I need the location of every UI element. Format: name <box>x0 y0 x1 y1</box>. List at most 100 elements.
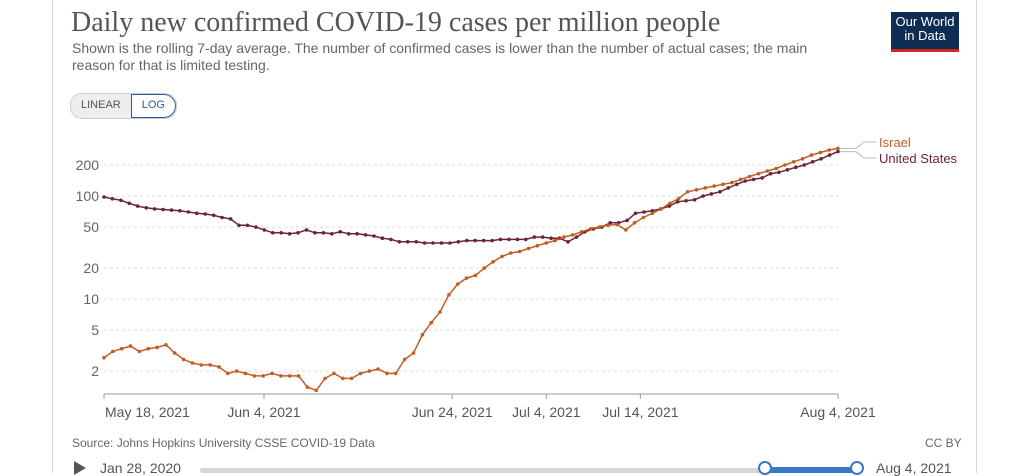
data-point <box>110 197 115 201</box>
data-point <box>252 374 257 378</box>
legend-label-israel: Israel <box>879 135 911 150</box>
data-point <box>756 171 761 176</box>
data-point <box>380 236 385 240</box>
data-point <box>473 238 478 243</box>
data-point <box>172 351 177 355</box>
data-point <box>709 192 714 196</box>
data-point <box>199 363 204 367</box>
data-point <box>802 163 807 167</box>
data-point <box>473 273 478 278</box>
data-point <box>341 376 345 381</box>
data-point <box>422 241 427 245</box>
owid-logo[interactable]: Our World in Data <box>891 12 959 49</box>
data-point <box>128 344 133 348</box>
data-point <box>279 231 284 235</box>
data-point <box>794 165 798 170</box>
data-point <box>507 237 511 242</box>
data-point <box>456 240 461 244</box>
data-point <box>190 361 195 365</box>
timeline-end-label: Aug 4, 2021 <box>876 460 952 476</box>
panel-border-left <box>52 0 53 473</box>
data-point <box>641 215 646 220</box>
data-point <box>161 207 165 212</box>
panel-border-right <box>976 0 977 473</box>
data-point <box>402 357 407 362</box>
data-point <box>588 227 593 231</box>
data-point <box>397 240 402 244</box>
source-note: Source: Johns Hopkins University CSSE CO… <box>72 436 375 450</box>
scale-toggle[interactable]: LINEAR LOG <box>70 93 177 119</box>
data-point <box>675 200 680 204</box>
data-point <box>509 251 513 255</box>
data-point <box>332 371 336 376</box>
data-point <box>633 211 638 216</box>
data-point <box>420 333 425 337</box>
data-point <box>137 349 142 354</box>
data-point <box>685 190 690 194</box>
data-point <box>455 282 460 286</box>
legend-connector <box>840 141 876 149</box>
y-tick-label: 200 <box>76 157 100 173</box>
data-point <box>195 211 199 216</box>
data-point <box>703 186 708 190</box>
data-point <box>760 176 764 180</box>
data-point <box>208 363 212 367</box>
data-point <box>684 199 688 203</box>
data-point <box>562 235 566 239</box>
data-point <box>490 238 494 243</box>
data-point <box>785 168 790 172</box>
data-point <box>667 204 672 208</box>
data-point <box>448 241 452 245</box>
y-tick-label: 50 <box>83 219 99 235</box>
data-point <box>447 293 451 297</box>
data-point <box>526 246 531 251</box>
linear-scale-button[interactable]: LINEAR <box>71 94 131 118</box>
x-tick-label: Jul 14, 2021 <box>602 404 678 420</box>
timeline-track[interactable] <box>200 468 860 473</box>
data-point <box>606 223 610 228</box>
data-point <box>296 231 300 235</box>
data-point <box>597 225 601 229</box>
data-point <box>774 166 778 171</box>
data-point <box>323 376 327 381</box>
data-point <box>777 170 781 175</box>
data-point <box>465 238 469 243</box>
data-point <box>570 233 575 237</box>
data-point <box>431 241 435 245</box>
timeline-selected-range <box>765 467 859 473</box>
data-point <box>535 243 540 248</box>
data-point <box>287 232 292 236</box>
data-point <box>321 231 326 235</box>
logo-accent-bar <box>891 49 959 52</box>
data-point <box>694 188 699 192</box>
x-tick-label: May 18, 2021 <box>105 404 190 420</box>
x-tick-label: Jun 24, 2021 <box>412 404 493 420</box>
log-scale-button[interactable]: LOG <box>130 94 176 118</box>
y-tick-label: 100 <box>76 188 100 204</box>
play-icon[interactable] <box>74 461 86 475</box>
data-point <box>751 177 756 182</box>
timeline-slider[interactable]: Jan 28, 2020 Aug 4, 2021 <box>0 455 1024 476</box>
data-point <box>517 249 522 254</box>
data-point <box>254 225 258 229</box>
data-point <box>566 240 570 244</box>
data-point <box>650 211 655 216</box>
data-point <box>692 198 697 202</box>
data-point <box>376 367 380 371</box>
data-point <box>385 371 389 376</box>
data-point <box>726 186 731 190</box>
data-point <box>211 213 216 218</box>
data-point <box>549 236 553 240</box>
data-point <box>524 237 528 242</box>
data-point <box>305 385 310 389</box>
data-point <box>498 237 503 242</box>
data-point <box>181 357 186 362</box>
license-link[interactable]: CC BY <box>925 436 962 450</box>
data-point <box>287 374 292 378</box>
data-point <box>574 235 579 239</box>
data-point <box>730 180 734 185</box>
x-tick-label: Jul 4, 2021 <box>512 404 581 420</box>
data-point <box>464 276 469 280</box>
data-point <box>270 231 275 235</box>
